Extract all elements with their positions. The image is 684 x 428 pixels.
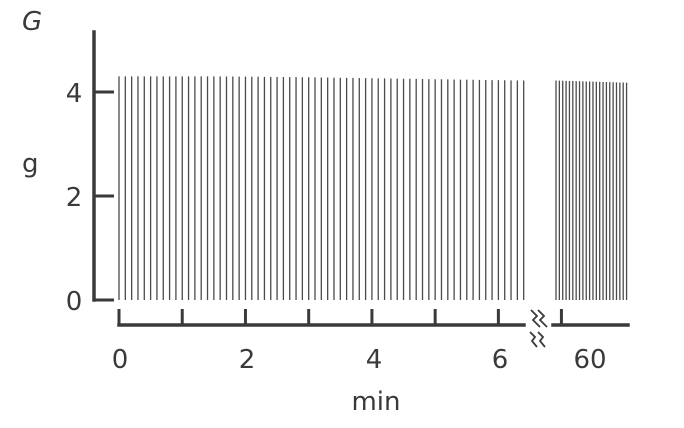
y-tick-label-0: 0 — [66, 287, 83, 317]
x-tick-label-2: 2 — [239, 345, 256, 375]
y-tick-label-4: 4 — [66, 79, 83, 109]
twitch-bars — [118, 76, 628, 300]
x-axis-label: min — [351, 387, 400, 417]
x-tick-label-6: 6 — [492, 345, 509, 375]
axis-break-symbol — [529, 309, 548, 348]
y-axis-label: g — [22, 149, 39, 179]
x-tick-label-60: 60 — [573, 345, 606, 375]
x-tick-label-4: 4 — [366, 345, 383, 375]
x-tick-label-0: 0 — [112, 345, 129, 375]
y-tick-label-2: 2 — [66, 183, 83, 213]
x-ticks — [117, 309, 563, 325]
panel-label: G — [22, 7, 42, 37]
